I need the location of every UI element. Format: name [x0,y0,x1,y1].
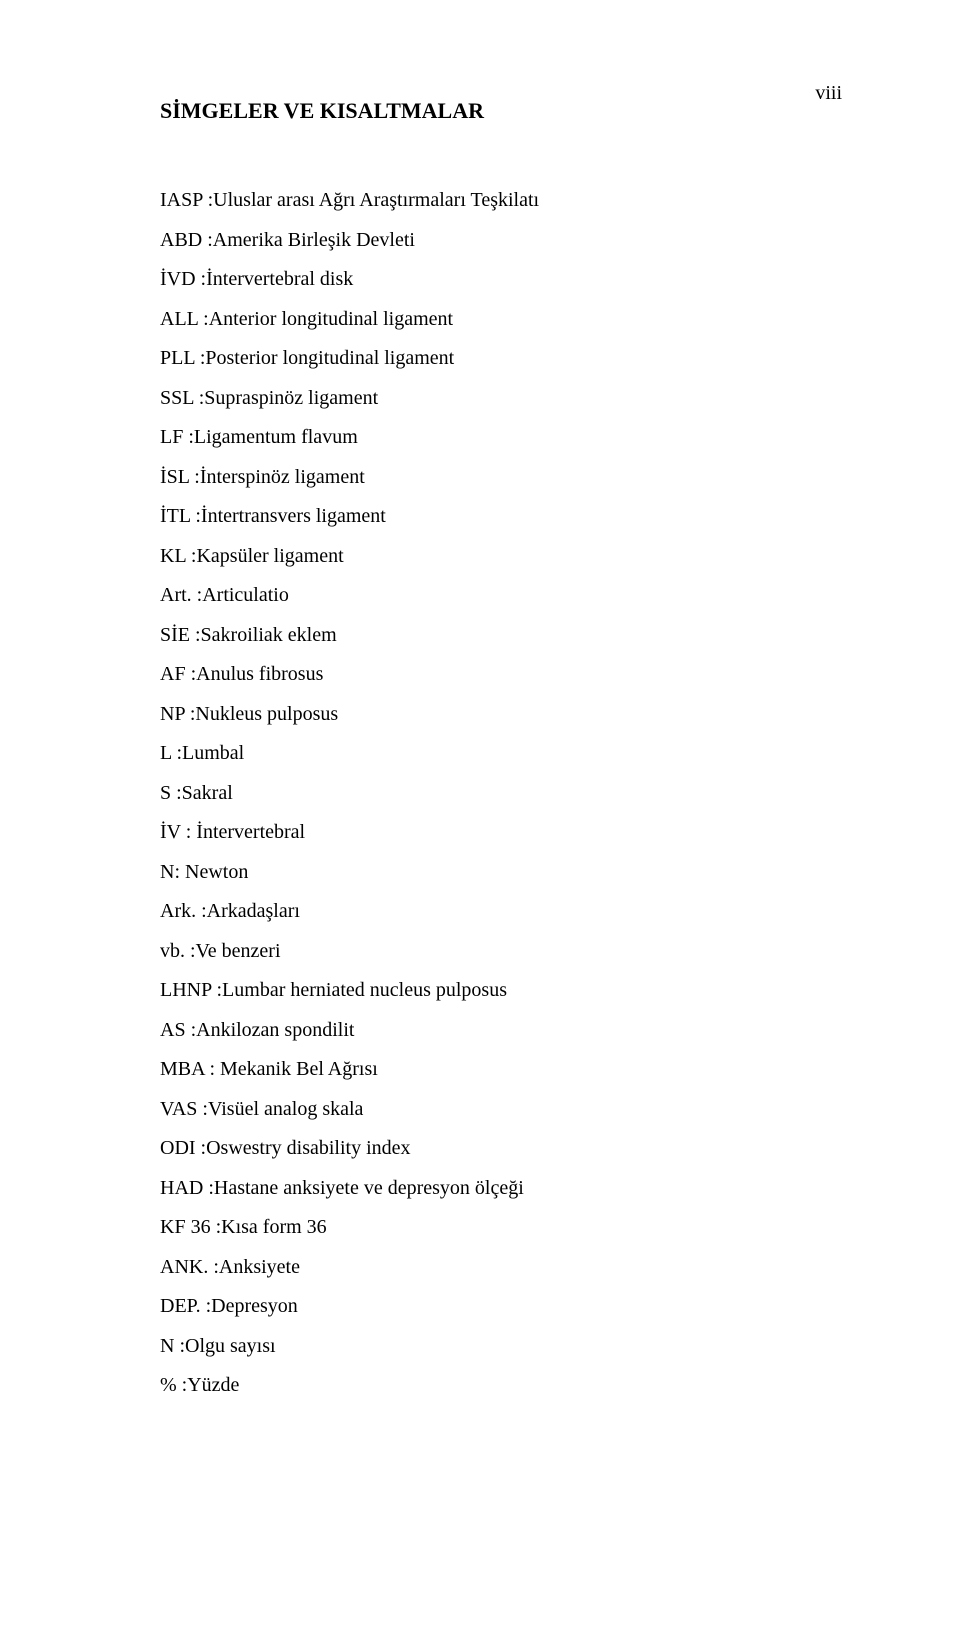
abbreviation-entry: AF :Anulus fibrosus [160,662,844,686]
abbreviation-entry: DEP. :Depresyon [160,1294,844,1318]
abbreviation-entry: ALL :Anterior longitudinal ligament [160,307,844,331]
abbreviation-entry: İTL :İntertransvers ligament [160,504,844,528]
abbreviation-entry: NP :Nukleus pulposus [160,702,844,726]
abbreviation-entry: L :Lumbal [160,741,844,765]
abbreviation-entry: İV : İntervertebral [160,820,844,844]
abbreviation-entry: ANK. :Anksiyete [160,1255,844,1279]
abbreviation-entry: vb. :Ve benzeri [160,939,844,963]
abbreviation-entry: LF :Ligamentum flavum [160,425,844,449]
abbreviation-entry: AS :Ankilozan spondilit [160,1018,844,1042]
section-title: SİMGELER VE KISALTMALAR [160,98,844,124]
document-page: viii SİMGELER VE KISALTMALAR IASP :Ulusl… [0,0,960,1632]
abbreviation-entry: Art. :Articulatio [160,583,844,607]
abbreviation-entry: İSL :İnterspinöz ligament [160,465,844,489]
abbreviation-entry: ABD :Amerika Birleşik Devleti [160,228,844,252]
abbreviation-entry: IASP :Uluslar arası Ağrı Araştırmaları T… [160,188,844,212]
page-number: viii [815,82,842,105]
abbreviation-entry: PLL :Posterior longitudinal ligament [160,346,844,370]
abbreviation-entry: SSL :Supraspinöz ligament [160,386,844,410]
abbreviation-entry: SİE :Sakroiliak eklem [160,623,844,647]
abbreviation-entry: LHNP :Lumbar herniated nucleus pulposus [160,978,844,1002]
abbreviation-entry: HAD :Hastane anksiyete ve depresyon ölçe… [160,1176,844,1200]
abbreviation-entry: % :Yüzde [160,1373,844,1397]
abbreviation-entry: N :Olgu sayısı [160,1334,844,1358]
abbreviation-entry: ODI :Oswestry disability index [160,1136,844,1160]
abbreviation-entry: Ark. :Arkadaşları [160,899,844,923]
abbreviation-entry: S :Sakral [160,781,844,805]
abbreviation-entry: VAS :Visüel analog skala [160,1097,844,1121]
abbreviation-entry: N: Newton [160,860,844,884]
abbreviation-entry: İVD :İntervertebral disk [160,267,844,291]
abbreviation-entry: KL :Kapsüler ligament [160,544,844,568]
abbreviations-list: IASP :Uluslar arası Ağrı Araştırmaları T… [160,188,844,1397]
abbreviation-entry: KF 36 :Kısa form 36 [160,1215,844,1239]
abbreviation-entry: MBA : Mekanik Bel Ağrısı [160,1057,844,1081]
